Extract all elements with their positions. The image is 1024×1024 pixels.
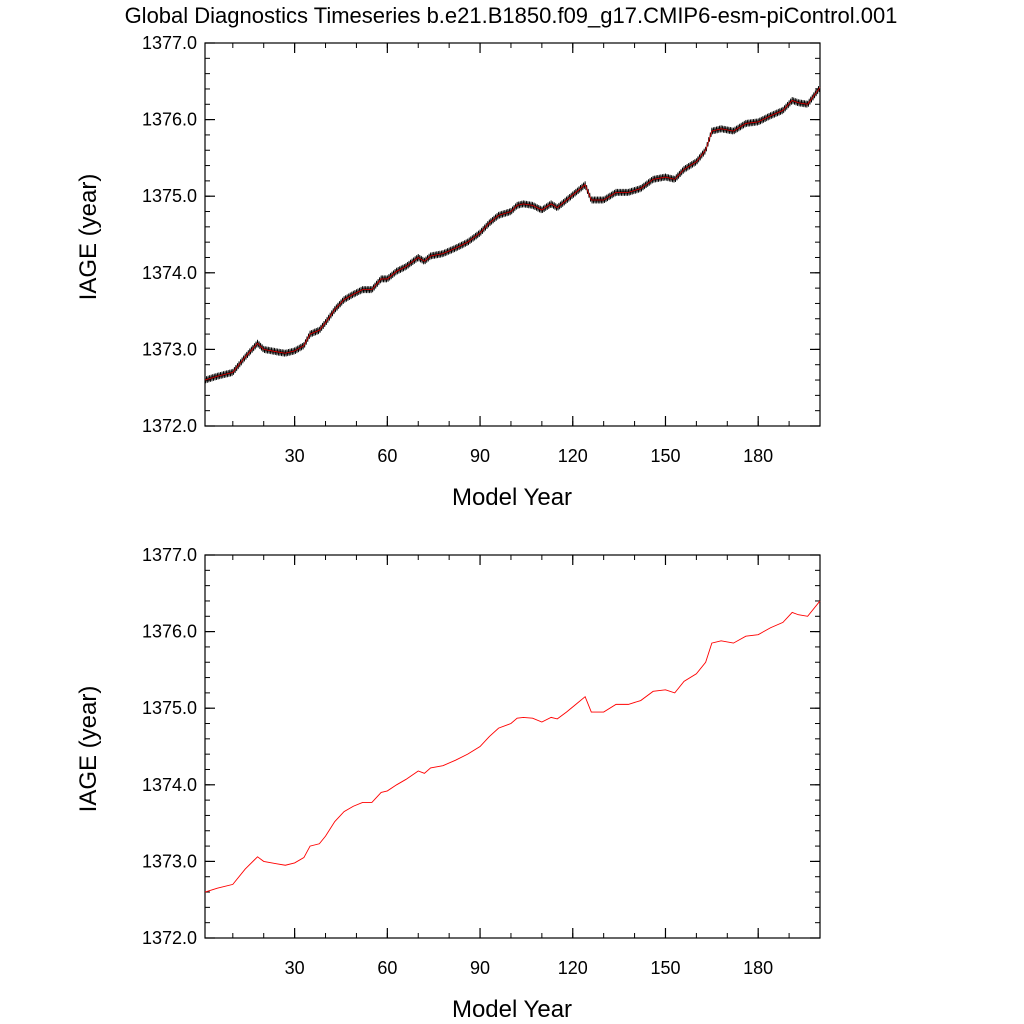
- top-x-tick-label: 150: [650, 446, 680, 466]
- top-plot-frame: [204, 42, 821, 427]
- top-x-tick-label: 60: [377, 446, 397, 466]
- figure-title: Global Diagnostics Timeseries b.e21.B185…: [125, 3, 898, 28]
- top-plot-border: [204, 42, 821, 427]
- top-y-tick-label: 1376.0: [142, 110, 197, 130]
- bottom-y-tick-label: 1375.0: [142, 698, 197, 718]
- bottom-y-tick-label: 1377.0: [142, 545, 197, 565]
- bottom-x-axis-label: Model Year: [452, 996, 572, 1023]
- top-x-tick-label: 120: [558, 446, 588, 466]
- top-y-tick-labels: 1372.0 1373.0 1374.0 1375.0 1376.0 1377.0: [142, 33, 197, 436]
- bottom-series-layer: [204, 600, 821, 893]
- bottom-x-tick-labels: 30 60 90 120 150 180: [285, 958, 774, 978]
- bottom-y-axis-label: IAGE (year): [75, 686, 102, 813]
- top-x-tick-label: 90: [470, 446, 490, 466]
- bottom-x-tick-label: 150: [650, 958, 680, 978]
- top-y-tick-label: 1373.0: [142, 339, 197, 359]
- bottom-x-tick-label: 120: [558, 958, 588, 978]
- top-y-tick-label: 1375.0: [142, 186, 197, 206]
- top-panel: 1372.0 1373.0 1374.0 1375.0 1376.0 1377.0 30 6…: [75, 33, 821, 511]
- top-x-tick-labels: 30 60 90 120 150 180: [285, 446, 774, 466]
- bottom-panel: 1372.0 1373.0 1374.0 1375.0 1376.0 1377.0 30 6…: [75, 545, 821, 1023]
- top-x-axis-label: Model Year: [452, 484, 572, 511]
- bottom-y-tick-label: 1373.0: [142, 851, 197, 871]
- top-major-ticks: [205, 42, 820, 427]
- top-y-axis-label: IAGE (year): [75, 174, 102, 301]
- bottom-plot-border: [204, 554, 821, 939]
- bottom-y-tick-label: 1376.0: [142, 622, 197, 642]
- top-y-tick-label: 1372.0: [142, 416, 197, 436]
- bottom-y-tick-label: 1374.0: [142, 775, 197, 795]
- bottom-x-tick-label: 60: [377, 958, 397, 978]
- top-series-layer: [204, 86, 821, 384]
- bottom-y-tick-labels: 1372.0 1373.0 1374.0 1375.0 1376.0 1377.0: [142, 545, 197, 948]
- top-y-tick-label: 1377.0: [142, 33, 197, 53]
- top-x-tick-label: 30: [285, 446, 305, 466]
- bottom-major-ticks: [205, 554, 820, 939]
- bottom-y-tick-label: 1372.0: [142, 928, 197, 948]
- bottom-series-line-annual: [204, 600, 821, 893]
- bottom-plot-frame: [204, 554, 821, 939]
- top-y-tick-label: 1374.0: [142, 263, 197, 283]
- bottom-x-tick-label: 30: [285, 958, 305, 978]
- top-series-line-monthly: [204, 86, 821, 384]
- top-series-line-mean-overlay: [204, 87, 821, 381]
- bottom-x-tick-label: 90: [470, 958, 490, 978]
- bottom-x-tick-label: 180: [743, 958, 773, 978]
- top-x-tick-label: 180: [743, 446, 773, 466]
